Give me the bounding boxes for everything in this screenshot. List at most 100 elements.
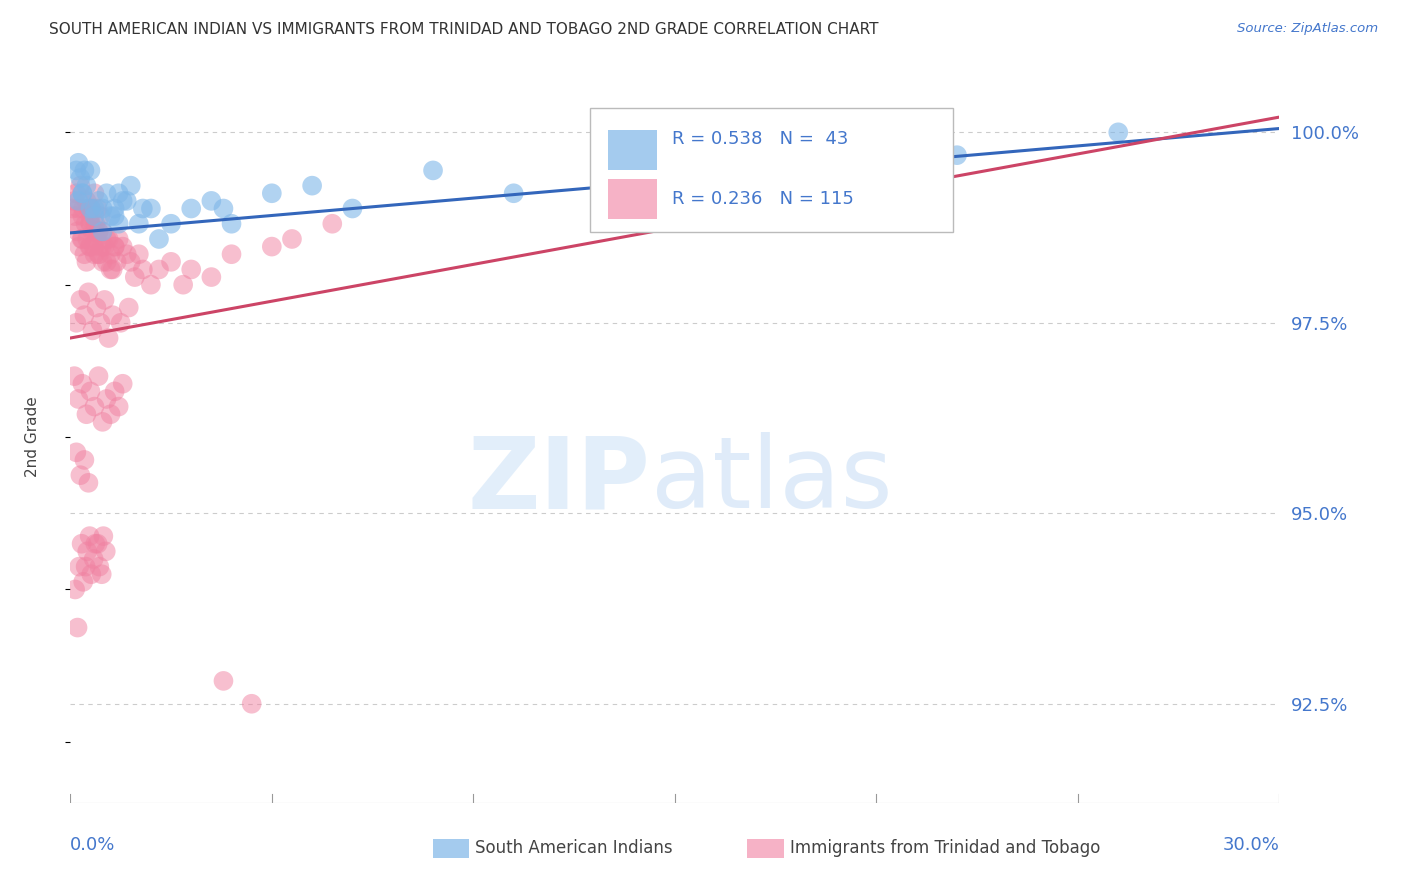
Point [79, 529, 101, 543]
Point [221, 247, 243, 261]
Point [72, 202, 94, 216]
Text: R = 0.538   N =  43: R = 0.538 N = 43 [672, 129, 849, 148]
Point [101, 308, 124, 322]
Point [79, 163, 101, 178]
Point [200, 270, 222, 285]
Point [128, 247, 150, 261]
Point [115, 194, 138, 208]
Point [1107, 125, 1129, 139]
Point [260, 239, 283, 253]
Point [100, 209, 122, 223]
Point [76, 544, 98, 558]
Point [75, 217, 97, 231]
Point [120, 255, 142, 269]
Point [79, 384, 101, 399]
Point [77, 285, 100, 300]
Point [104, 384, 127, 399]
Point [87, 194, 110, 208]
Point [73, 453, 96, 467]
Text: Source: ZipAtlas.com: Source: ZipAtlas.com [1237, 22, 1378, 36]
Point [91, 202, 114, 216]
Point [79, 217, 101, 231]
Point [69, 293, 91, 307]
Point [87, 247, 110, 261]
Point [623, 178, 645, 193]
Point [148, 262, 170, 277]
Point [301, 178, 323, 193]
Point [804, 171, 827, 186]
Point [72, 186, 94, 201]
Point [76, 232, 98, 246]
Point [63, 582, 86, 597]
Point [63, 369, 86, 384]
Point [97, 331, 120, 345]
Point [107, 186, 129, 201]
Point [66, 224, 89, 238]
Point [73, 163, 96, 178]
Point [104, 239, 127, 253]
Point [105, 255, 128, 269]
Point [212, 202, 235, 216]
Point [67, 202, 90, 216]
Point [104, 239, 127, 253]
Point [62, 217, 84, 231]
FancyBboxPatch shape [433, 839, 470, 858]
Point [91, 255, 114, 269]
Text: R = 0.236   N = 115: R = 0.236 N = 115 [672, 190, 855, 208]
Point [91, 224, 114, 238]
Point [65, 445, 87, 459]
Point [96, 255, 118, 269]
Point [94, 544, 117, 558]
Point [260, 186, 283, 201]
Point [65, 186, 87, 201]
Point [90, 209, 111, 223]
Point [704, 155, 727, 169]
Point [82, 323, 104, 337]
Point [79, 239, 101, 253]
Point [90, 239, 112, 253]
Point [86, 537, 108, 551]
Point [79, 239, 101, 253]
Y-axis label: 2nd Grade: 2nd Grade [25, 397, 39, 477]
FancyBboxPatch shape [748, 839, 783, 858]
Point [200, 194, 222, 208]
Point [342, 202, 364, 216]
Point [172, 277, 194, 292]
FancyBboxPatch shape [609, 130, 657, 170]
Point [118, 301, 141, 315]
Point [72, 186, 94, 201]
Point [93, 239, 115, 253]
Point [79, 209, 101, 223]
Point [96, 232, 118, 246]
Point [124, 270, 146, 285]
Point [281, 232, 304, 246]
Point [107, 232, 129, 246]
Point [110, 316, 132, 330]
Point [89, 559, 111, 574]
Point [69, 468, 91, 483]
Point [72, 574, 94, 589]
Point [83, 186, 105, 201]
Point [160, 217, 183, 231]
Point [86, 301, 108, 315]
Point [75, 559, 97, 574]
Point [91, 415, 114, 429]
Point [80, 567, 103, 582]
Text: South American Indians: South American Indians [475, 839, 673, 857]
Point [70, 232, 93, 246]
Point [107, 400, 129, 414]
Point [79, 202, 101, 216]
Point [84, 537, 107, 551]
Point [104, 202, 127, 216]
Point [89, 247, 111, 261]
Point [946, 148, 969, 162]
Point [87, 369, 110, 384]
Text: atlas: atlas [651, 433, 893, 530]
Point [67, 194, 90, 208]
FancyBboxPatch shape [591, 108, 953, 232]
Point [97, 232, 120, 246]
Point [96, 186, 118, 201]
Point [83, 400, 105, 414]
Point [65, 316, 87, 330]
Point [148, 232, 170, 246]
